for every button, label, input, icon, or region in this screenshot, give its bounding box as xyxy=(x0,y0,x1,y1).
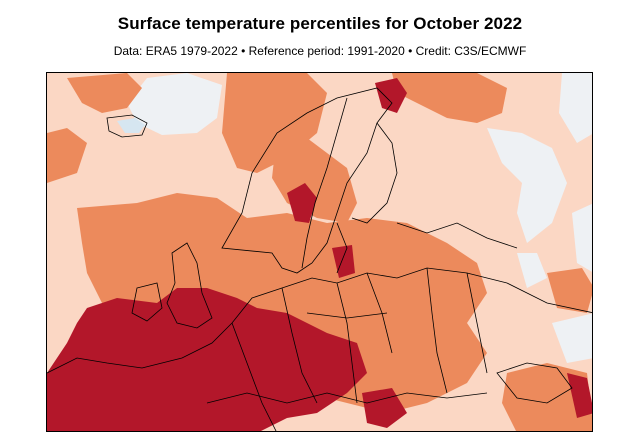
map-subtitle: Data: ERA5 1979-2022 • Reference period:… xyxy=(113,44,527,58)
near-average-areas xyxy=(127,73,592,363)
country-boundaries xyxy=(47,87,592,431)
europe-temperature-map xyxy=(47,73,592,431)
below-average-areas xyxy=(117,118,145,133)
map-frame xyxy=(46,72,593,432)
map-title: Surface temperature percentiles for Octo… xyxy=(117,14,523,33)
warmest-10-percent-areas xyxy=(47,78,592,431)
